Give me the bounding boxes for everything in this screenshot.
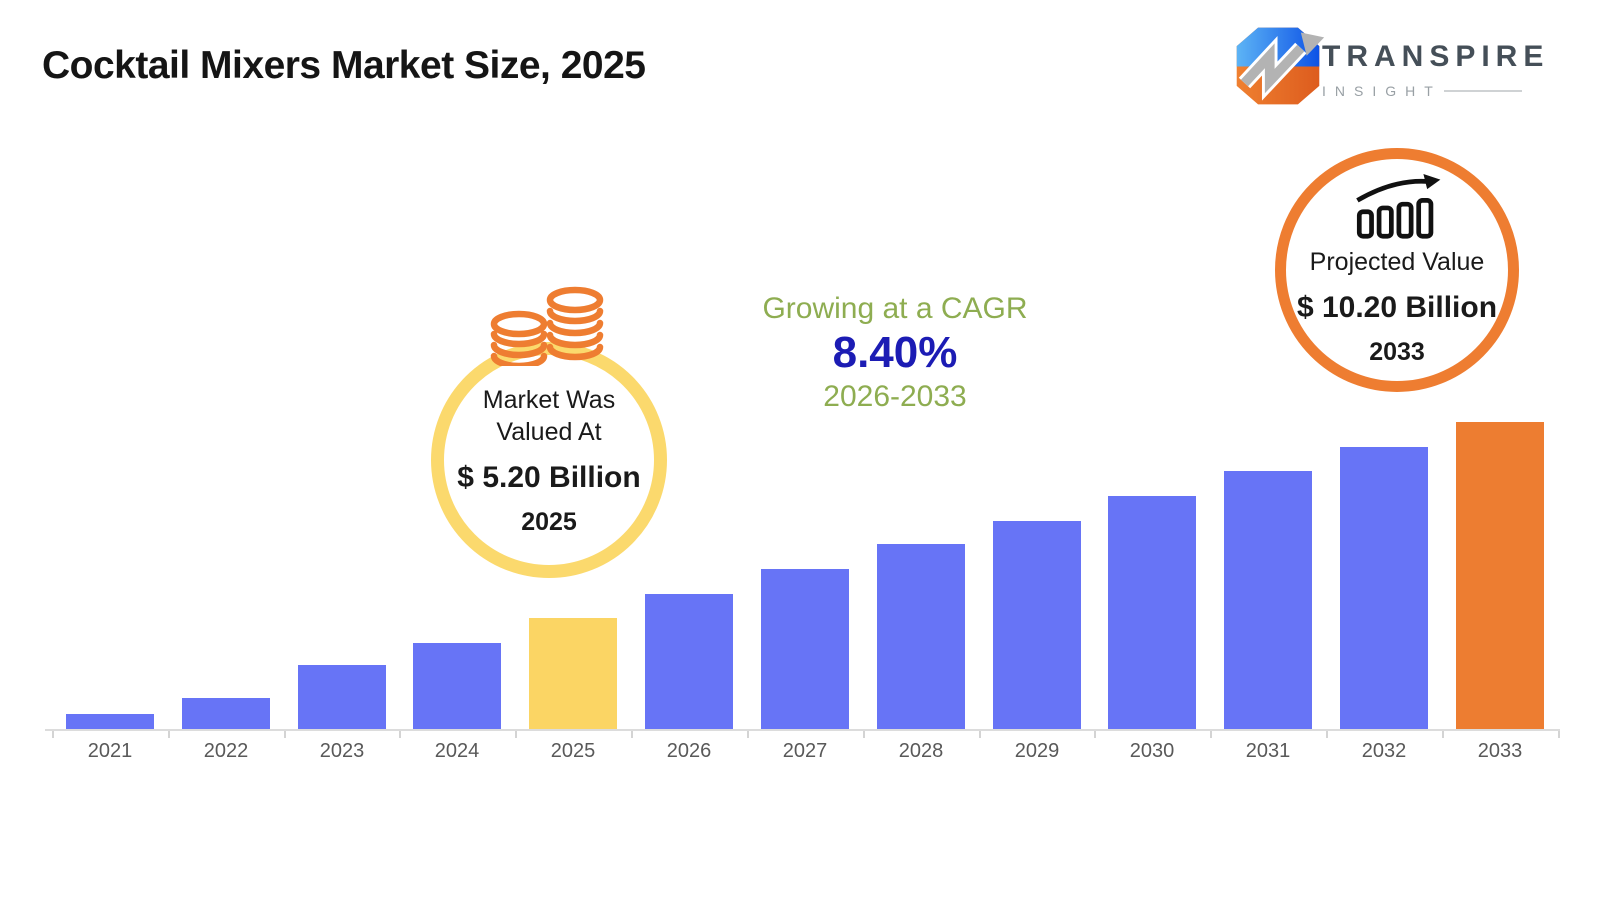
x-axis-tick bbox=[631, 729, 633, 738]
page-title: Cocktail Mixers Market Size, 2025 bbox=[42, 44, 646, 87]
bar-2024 bbox=[413, 643, 501, 730]
x-axis-label-2028: 2028 bbox=[898, 740, 944, 762]
x-axis-label-2032: 2032 bbox=[1361, 740, 1407, 762]
bar-2031 bbox=[1224, 471, 1312, 730]
valuation-value: $ 5.20 Billion bbox=[457, 460, 641, 494]
x-axis-label-2024: 2024 bbox=[434, 740, 480, 762]
projection-circle-badge: Projected Value $ 10.20 Billion 2033 bbox=[1275, 148, 1519, 392]
x-axis-tick bbox=[1094, 729, 1096, 738]
x-axis-label-2033: 2033 bbox=[1477, 740, 1523, 762]
x-axis-label-2027: 2027 bbox=[782, 740, 828, 762]
x-axis-label-2023: 2023 bbox=[319, 740, 365, 762]
x-axis-label-2021: 2021 bbox=[87, 740, 133, 762]
bar-2030 bbox=[1108, 496, 1196, 730]
x-axis-tick bbox=[979, 729, 981, 738]
x-axis-tick bbox=[747, 729, 749, 738]
x-axis-tick bbox=[284, 729, 286, 738]
x-axis-label-2022: 2022 bbox=[203, 740, 249, 762]
x-axis-tick bbox=[863, 729, 865, 738]
x-axis-line bbox=[45, 729, 1560, 731]
growth-chart-icon bbox=[1356, 173, 1441, 239]
x-axis-tick bbox=[515, 729, 517, 738]
x-axis-label-2025: 2025 bbox=[550, 740, 596, 762]
bar-2033 bbox=[1456, 422, 1544, 730]
x-axis-tick bbox=[1442, 729, 1444, 738]
projection-year: 2033 bbox=[1369, 337, 1425, 366]
x-axis-tick bbox=[1210, 729, 1212, 738]
projection-label: Projected Value bbox=[1309, 247, 1485, 276]
bar-2022 bbox=[182, 698, 270, 730]
cagr-period: 2026-2033 bbox=[823, 380, 967, 413]
valuation-circle-badge: Market Was Valued At $ 5.20 Billion 2025 bbox=[431, 342, 667, 578]
x-axis-tick bbox=[399, 729, 401, 738]
projection-value: $ 10.20 Billion bbox=[1296, 290, 1498, 324]
bar-2029 bbox=[993, 521, 1081, 730]
coin-stacks-icon bbox=[490, 286, 604, 366]
logo: TRANSPIRE INSIGHT bbox=[1322, 40, 1550, 99]
x-axis-tick bbox=[168, 729, 170, 738]
cagr-value: 8.40% bbox=[832, 328, 958, 377]
x-axis-tick bbox=[1326, 729, 1328, 738]
valuation-text-line1: Market Was bbox=[482, 385, 616, 414]
bar-2028 bbox=[877, 544, 965, 730]
x-axis-tick bbox=[52, 729, 54, 738]
bar-2027 bbox=[761, 569, 849, 730]
cagr-annotation: Growing at a CAGR 8.40% 2026-2033 bbox=[715, 292, 1075, 414]
bar-2032 bbox=[1340, 447, 1428, 730]
x-axis-label-2026: 2026 bbox=[666, 740, 712, 762]
bar-2021 bbox=[66, 714, 154, 730]
valuation-year: 2025 bbox=[521, 507, 577, 536]
bar-2025 bbox=[529, 618, 617, 730]
logo-tagline: INSIGHT bbox=[1322, 83, 1442, 99]
bar-2023 bbox=[298, 665, 386, 730]
logo-name: TRANSPIRE bbox=[1322, 40, 1550, 73]
x-axis-label-2029: 2029 bbox=[1014, 740, 1060, 762]
logo-mark-icon bbox=[1236, 27, 1325, 105]
valuation-text-line2: Valued At bbox=[496, 417, 602, 446]
x-axis-label-2030: 2030 bbox=[1129, 740, 1175, 762]
cagr-label: Growing at a CAGR bbox=[762, 292, 1028, 325]
x-axis-label-2031: 2031 bbox=[1245, 740, 1291, 762]
x-axis-tick bbox=[1558, 729, 1560, 738]
bar-2026 bbox=[645, 594, 733, 730]
logo-rule bbox=[1443, 90, 1522, 92]
